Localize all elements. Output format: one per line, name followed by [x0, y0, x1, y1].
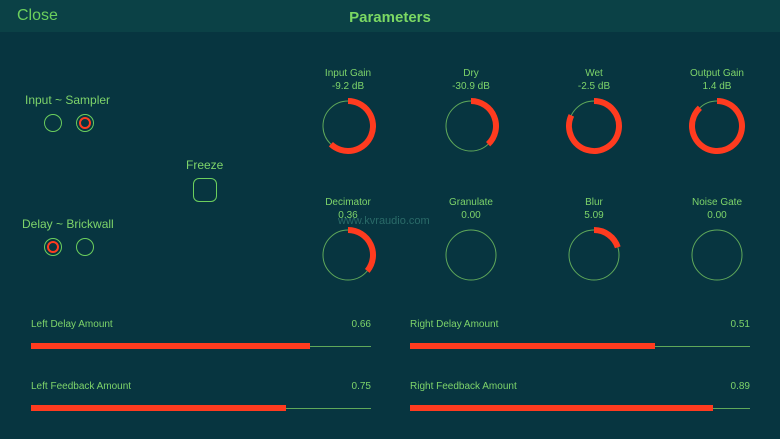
left-delay-amount-label: Left Delay Amount: [31, 319, 113, 330]
left-delay-amount-value: 0.66: [351, 319, 371, 330]
knob-label: Input Gain: [324, 68, 372, 79]
knob-input-gain[interactable]: Input Gain -9.2 dB: [313, 68, 383, 155]
knob-dry[interactable]: Dry -30.9 dB: [436, 68, 506, 155]
knob-label: Output Gain: [690, 68, 744, 79]
sampler-toggle[interactable]: [76, 114, 94, 132]
left-feedback-amount-value: 0.75: [351, 381, 371, 392]
knob-dial-icon[interactable]: [688, 97, 746, 155]
knob-blur[interactable]: Blur 5.09: [559, 197, 629, 284]
knob-value: -2.5 dB: [577, 81, 611, 92]
knob-dial-icon[interactable]: [565, 226, 623, 284]
input-toggle[interactable]: [44, 114, 62, 132]
knob-dial-icon[interactable]: [319, 97, 377, 155]
close-button[interactable]: Close: [17, 7, 58, 24]
knob-label: Blur: [585, 197, 603, 208]
brickwall-toggle[interactable]: [76, 238, 94, 256]
watermark-text: www.kvraudio.com: [338, 215, 430, 227]
knob-label: Noise Gate: [691, 197, 743, 208]
knob-value: 0.00: [707, 210, 727, 221]
knob-value: 0.36: [338, 210, 358, 221]
right-delay-amount-label: Right Delay Amount: [410, 319, 499, 330]
left-feedback-amount-label: Left Feedback Amount: [31, 381, 132, 392]
freeze-label: Freeze: [186, 158, 224, 172]
knob-decimator[interactable]: Decimator 0.36: [313, 197, 383, 284]
top-bar: Close Parameters: [0, 0, 780, 32]
knob-dial-icon[interactable]: [442, 226, 500, 284]
knob-arc: [328, 98, 376, 154]
delay-brickwall-label: Delay ~ Brickwall: [22, 217, 114, 231]
knob-arc: [566, 98, 622, 154]
knob-dial-icon[interactable]: [565, 97, 623, 155]
left-delay-amount-slider-fill[interactable]: [31, 343, 310, 349]
knob-dial-icon[interactable]: [442, 97, 500, 155]
knob-label: Decimator: [325, 197, 371, 208]
knob-arc: [593, 227, 621, 249]
knob-dial-icon[interactable]: [319, 226, 377, 284]
knob-granulate[interactable]: Granulate 0.00: [436, 197, 506, 284]
knob-label: Dry: [463, 68, 479, 79]
right-delay-amount-value: 0.51: [730, 319, 750, 330]
right-delay-amount-slider-fill[interactable]: [410, 343, 655, 349]
knob-value: 0.00: [461, 210, 481, 221]
knob-value: -9.2 dB: [331, 81, 365, 92]
knob-arc: [470, 98, 499, 147]
right-feedback-amount-value: 0.89: [730, 381, 750, 392]
input-sampler-label: Input ~ Sampler: [25, 93, 111, 107]
knob-noise-gate[interactable]: Noise Gate 0.00: [682, 197, 752, 284]
page-title: Parameters: [349, 9, 431, 26]
knob-arc: [689, 98, 745, 154]
knob-arc: [347, 227, 376, 273]
knob-value: 5.09: [584, 210, 604, 221]
knob-output-gain[interactable]: Output Gain 1.4 dB: [682, 68, 752, 155]
knob-label: Wet: [585, 68, 603, 79]
left-feedback-amount-slider-fill[interactable]: [31, 405, 286, 411]
freeze-button[interactable]: [193, 178, 217, 202]
knob-wet[interactable]: Wet -2.5 dB: [559, 68, 629, 155]
right-feedback-amount-slider-fill[interactable]: [410, 405, 713, 411]
delay-toggle[interactable]: [44, 238, 62, 256]
knob-dial-icon[interactable]: [688, 226, 746, 284]
right-feedback-amount-label: Right Feedback Amount: [410, 381, 517, 392]
knob-label: Granulate: [449, 197, 493, 208]
knob-value: 1.4 dB: [702, 81, 732, 92]
knob-value: -30.9 dB: [452, 81, 490, 92]
